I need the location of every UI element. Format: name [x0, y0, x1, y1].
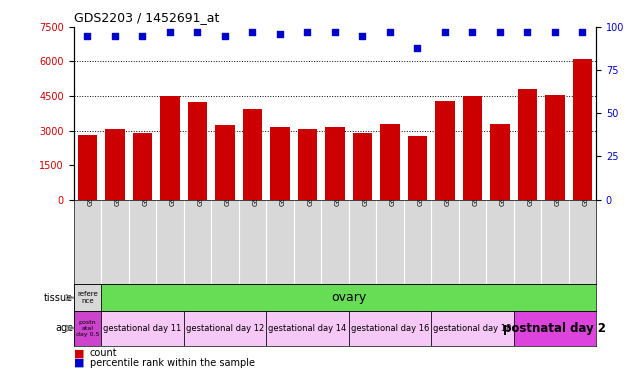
- Point: [467, 29, 478, 35]
- Text: gestational day 16: gestational day 16: [351, 324, 429, 333]
- Point: [495, 29, 505, 35]
- Bar: [573, 59, 592, 200]
- Bar: [490, 124, 510, 200]
- Text: GSM120843: GSM120843: [472, 162, 478, 207]
- Text: GSM120849: GSM120849: [308, 162, 313, 207]
- Point: [220, 33, 230, 39]
- Point: [165, 29, 175, 35]
- Bar: [160, 96, 179, 200]
- Bar: [215, 125, 235, 200]
- Bar: [435, 101, 454, 200]
- Bar: [105, 129, 124, 200]
- Text: gestational day 12: gestational day 12: [186, 324, 264, 333]
- Text: gestational day 11: gestational day 11: [103, 324, 181, 333]
- Bar: [431, 311, 513, 346]
- Bar: [101, 311, 184, 346]
- Text: GSM120855: GSM120855: [142, 162, 149, 207]
- Bar: [513, 311, 596, 346]
- Bar: [271, 127, 290, 200]
- Point: [522, 29, 533, 35]
- Text: age: age: [55, 323, 73, 333]
- Text: GSM120845: GSM120845: [362, 162, 369, 207]
- Bar: [325, 127, 345, 200]
- Text: GSM120840: GSM120840: [555, 162, 561, 207]
- Text: gestational day 14: gestational day 14: [269, 324, 347, 333]
- Text: postn
atal
day 0.5: postn atal day 0.5: [76, 320, 99, 337]
- Text: GDS2203 / 1452691_at: GDS2203 / 1452691_at: [74, 11, 219, 24]
- Text: ■: ■: [74, 348, 84, 358]
- Bar: [74, 284, 101, 311]
- Point: [247, 29, 258, 35]
- Text: gestational day 18: gestational day 18: [433, 324, 512, 333]
- Bar: [353, 133, 372, 200]
- Point: [192, 29, 203, 35]
- Text: ovary: ovary: [331, 291, 366, 304]
- Text: GSM120846: GSM120846: [390, 162, 396, 207]
- Point: [385, 29, 395, 35]
- Bar: [380, 124, 399, 200]
- Text: refere
nce: refere nce: [77, 291, 98, 304]
- Bar: [545, 95, 565, 200]
- Point: [303, 29, 313, 35]
- Text: GSM120854: GSM120854: [115, 162, 121, 207]
- Text: GSM120851: GSM120851: [197, 162, 203, 207]
- Bar: [518, 89, 537, 200]
- Point: [440, 29, 450, 35]
- Point: [550, 29, 560, 35]
- Text: GSM120857: GSM120857: [87, 162, 94, 207]
- Bar: [408, 136, 427, 200]
- Bar: [133, 133, 152, 200]
- Bar: [78, 135, 97, 200]
- Bar: [188, 102, 207, 200]
- Text: ■: ■: [74, 358, 84, 368]
- Point: [110, 33, 120, 39]
- Text: GSM120850: GSM120850: [335, 162, 341, 207]
- Bar: [184, 311, 266, 346]
- Text: percentile rank within the sample: percentile rank within the sample: [90, 358, 254, 368]
- Point: [82, 33, 92, 39]
- Point: [578, 29, 588, 35]
- Text: GSM120841: GSM120841: [583, 162, 588, 207]
- Text: postnatal day 2: postnatal day 2: [503, 322, 606, 335]
- Text: tissue: tissue: [44, 293, 73, 303]
- Text: GSM120839: GSM120839: [528, 162, 533, 207]
- Point: [357, 33, 367, 39]
- Text: GSM120842: GSM120842: [445, 162, 451, 207]
- Bar: [74, 311, 101, 346]
- Text: GSM120856: GSM120856: [170, 162, 176, 207]
- Text: GSM120852: GSM120852: [225, 162, 231, 207]
- Bar: [349, 311, 431, 346]
- Point: [275, 31, 285, 37]
- Point: [329, 29, 340, 35]
- Point: [137, 33, 147, 39]
- Bar: [266, 311, 349, 346]
- Text: GSM120847: GSM120847: [417, 162, 424, 207]
- Bar: [298, 129, 317, 200]
- Text: GSM120848: GSM120848: [280, 162, 286, 207]
- Text: count: count: [90, 348, 117, 358]
- Point: [412, 45, 422, 51]
- Text: GSM120844: GSM120844: [500, 162, 506, 207]
- Text: GSM120853: GSM120853: [253, 162, 258, 207]
- Bar: [463, 96, 482, 200]
- Bar: [243, 109, 262, 200]
